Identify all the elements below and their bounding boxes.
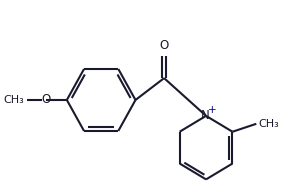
Text: O: O [41, 94, 51, 107]
Text: +: + [208, 105, 216, 115]
Text: CH₃: CH₃ [258, 119, 279, 129]
Text: N: N [201, 109, 210, 122]
Text: O: O [160, 39, 169, 52]
Text: CH₃: CH₃ [3, 95, 24, 105]
